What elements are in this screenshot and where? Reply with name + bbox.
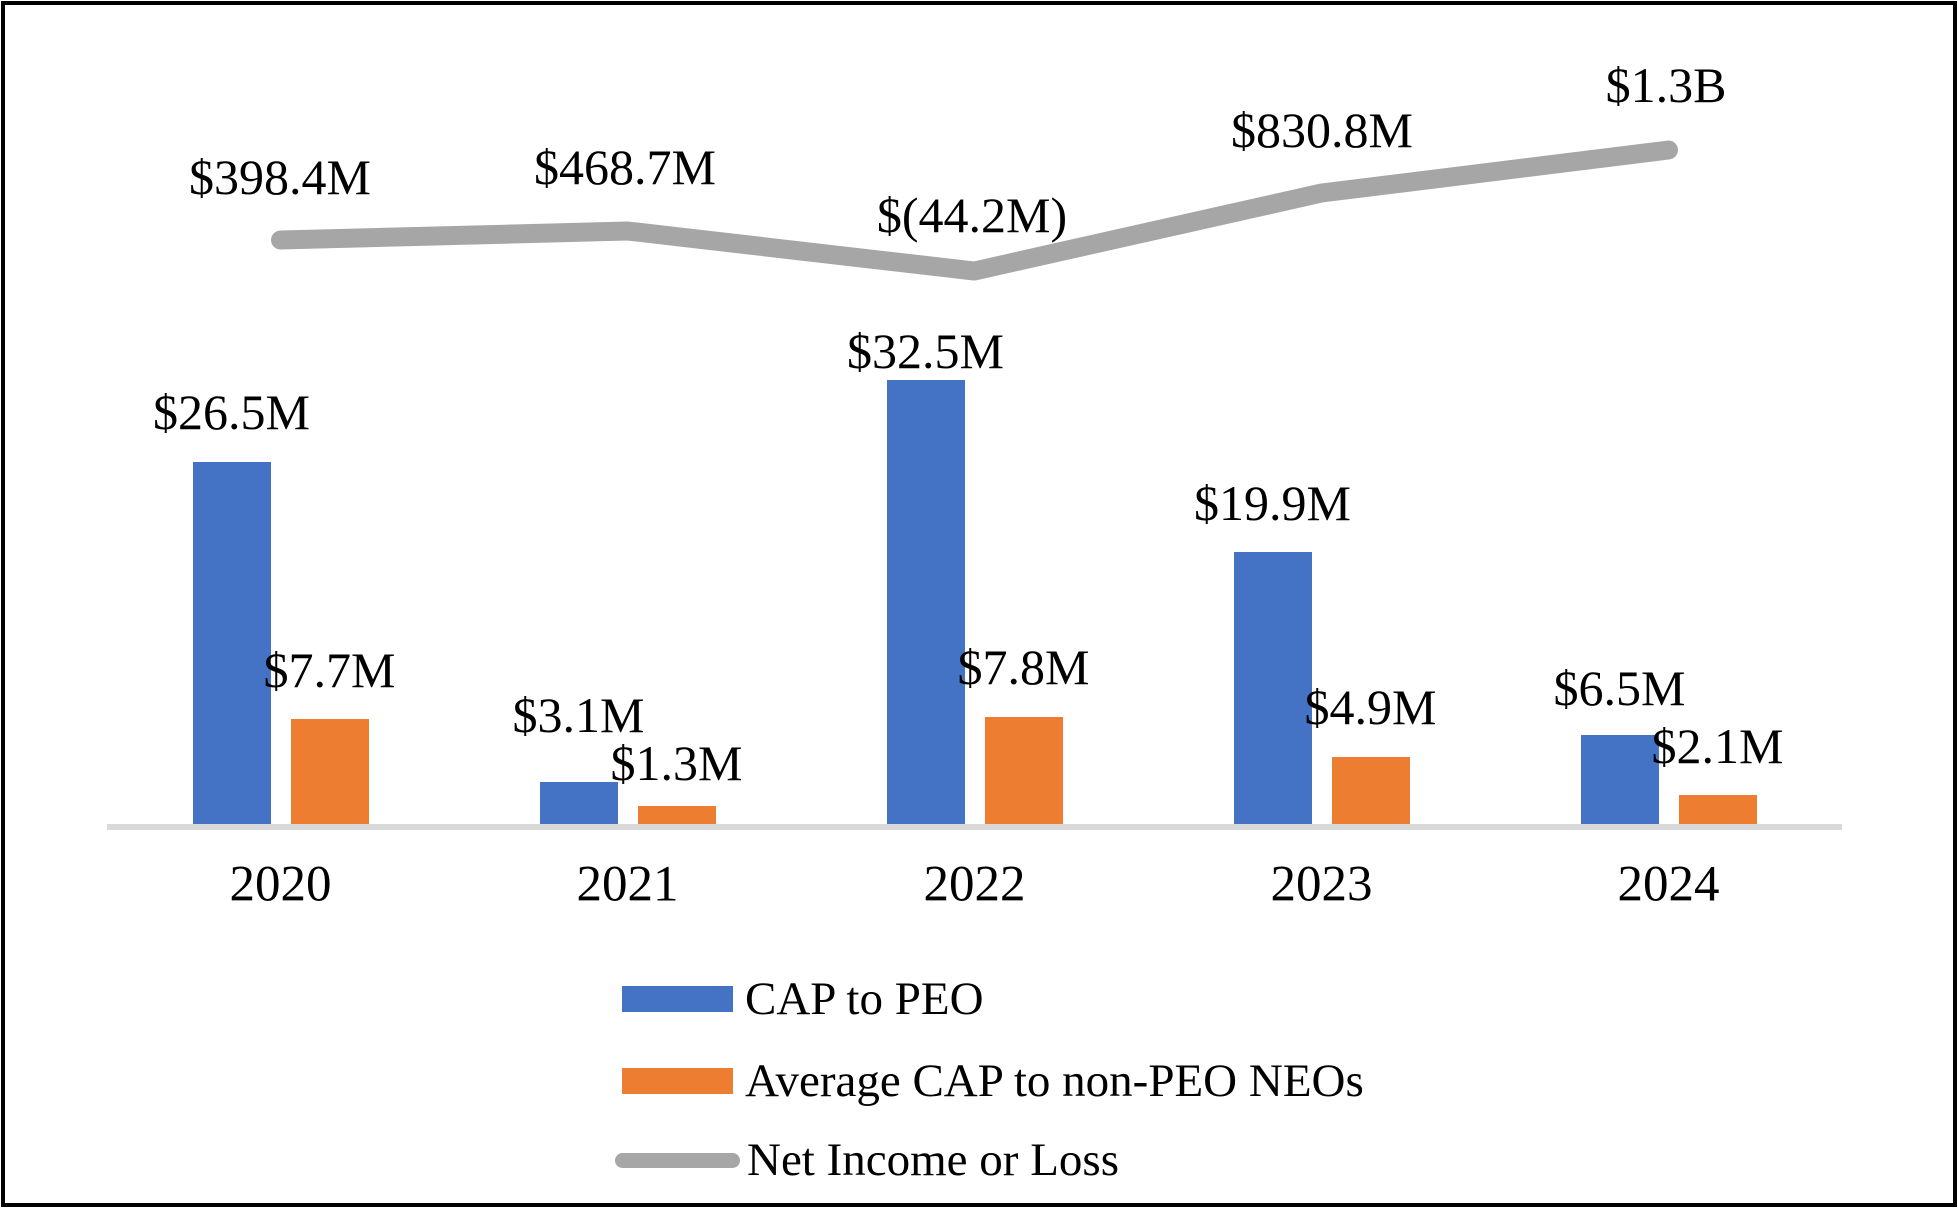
legend-swatch-average-cap-non-peo-neos <box>622 1068 733 1094</box>
bar-value-label-average-cap-non-peo-neos-2020: $7.7M <box>263 642 396 698</box>
legend-label-net-income-or-loss: Net Income or Loss <box>747 1133 1119 1186</box>
legend-label-cap-to-peo: CAP to PEO <box>745 972 984 1025</box>
x-axis-label-2024: 2024 <box>1617 856 1720 913</box>
bar-cap-to-peo-2024 <box>1580 735 1659 824</box>
bar-average-cap-non-peo-neos-2024 <box>1678 795 1757 824</box>
line-value-label-net-income-2021: $468.7M <box>534 139 716 195</box>
bar-value-label-average-cap-non-peo-neos-2023: $4.9M <box>1304 679 1437 735</box>
line-value-label-net-income-2020: $398.4M <box>189 149 371 205</box>
x-axis-label-2023: 2023 <box>1270 856 1373 913</box>
line-value-label-net-income-2023: $830.8M <box>1231 102 1413 158</box>
x-axis-label-2020: 2020 <box>229 856 332 913</box>
bar-value-label-cap-to-peo-2022: $32.5M <box>847 323 1004 379</box>
bar-value-label-cap-to-peo-2021: $3.1M <box>512 687 645 743</box>
legend-item-cap-to-peo: CAP to PEO <box>622 969 984 1029</box>
legend-swatch-cap-to-peo <box>622 986 733 1012</box>
bar-value-label-average-cap-non-peo-neos-2021: $1.3M <box>610 735 743 791</box>
legend-item-average-cap-non-peo-neos: Average CAP to non-PEO NEOs <box>622 1051 1364 1111</box>
bar-value-label-cap-to-peo-2020: $26.5M <box>153 384 310 440</box>
bar-cap-to-peo-2023 <box>1233 552 1312 824</box>
net-income-line <box>271 140 1678 281</box>
bar-value-label-cap-to-peo-2024: $6.5M <box>1553 660 1686 716</box>
legend-item-net-income-or-loss: Net Income or Loss <box>615 1130 1119 1190</box>
line-value-label-net-income-2022: $(44.2M) <box>876 187 1068 243</box>
x-axis-label-2021: 2021 <box>576 856 679 913</box>
bar-value-label-average-cap-non-peo-neos-2022: $7.8M <box>957 639 1090 695</box>
line-value-label-net-income-2024: $1.3B <box>1605 57 1727 113</box>
bar-cap-to-peo-2020 <box>192 462 271 824</box>
x-axis-line <box>107 824 1842 830</box>
bar-average-cap-non-peo-neos-2022 <box>984 717 1063 824</box>
bar-average-cap-non-peo-neos-2021 <box>637 806 716 824</box>
bar-cap-to-peo-2021 <box>539 781 618 824</box>
legend-swatch-net-income-or-loss <box>615 1152 740 1168</box>
bar-value-label-cap-to-peo-2023: $19.9M <box>1194 475 1351 531</box>
bar-average-cap-non-peo-neos-2020 <box>290 718 369 824</box>
bar-average-cap-non-peo-neos-2023 <box>1331 757 1410 824</box>
legend-label-average-cap-non-peo-neos: Average CAP to non-PEO NEOs <box>745 1054 1364 1107</box>
bar-value-label-average-cap-non-peo-neos-2024: $2.1M <box>1651 718 1784 774</box>
x-axis-label-2022: 2022 <box>923 856 1026 913</box>
bar-cap-to-peo-2022 <box>886 380 965 824</box>
